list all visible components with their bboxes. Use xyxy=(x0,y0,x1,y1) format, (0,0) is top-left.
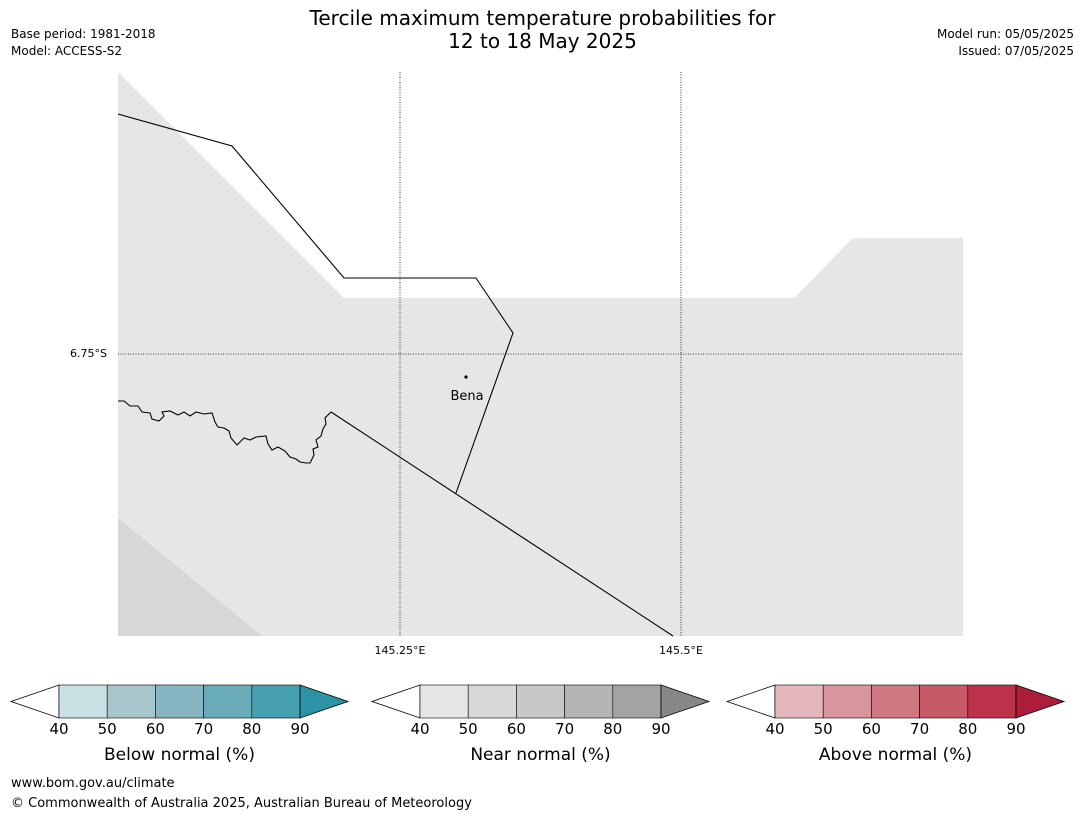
colorbar-1-tick-5: 90 xyxy=(651,720,671,738)
colorbar-0-tick-5: 90 xyxy=(290,720,310,738)
colorbar-0-segment-1 xyxy=(106,684,156,719)
colorbar-1-segment-4 xyxy=(612,684,662,719)
longitude-label-1: 145.25°E xyxy=(374,644,426,657)
meta-left: Base period: 1981-2018 Model: ACCESS-S2 xyxy=(11,26,156,60)
colorbar-1-tick-1: 50 xyxy=(458,720,478,738)
latitude-label: 6.75°S xyxy=(70,347,107,360)
colorbar-2-tick-0: 40 xyxy=(765,720,785,738)
bena-marker xyxy=(464,375,468,379)
colorbar-2-segment-0 xyxy=(774,684,824,719)
colorbar-2-low-extend xyxy=(725,684,776,719)
colorbar-1-tick-0: 40 xyxy=(410,720,430,738)
colorbar-2-tick-2: 60 xyxy=(861,720,881,738)
colorbar-1-segment-0 xyxy=(419,684,469,719)
province-boundary-north xyxy=(117,113,514,494)
meta-right: Model run: 05/05/2025 Issued: 07/05/2025 xyxy=(937,26,1074,60)
colorbar-1-tick-4: 80 xyxy=(603,720,623,738)
colorbar-2-high-extend xyxy=(1015,684,1066,719)
map-title-line2: 12 to 18 May 2025 xyxy=(448,29,637,53)
colorbar-2-segment-1 xyxy=(822,684,872,719)
colorbar-2-segment-3 xyxy=(919,684,969,719)
base-period-text: Base period: 1981-2018 xyxy=(11,27,156,41)
longitude-label-2: 145.5°E xyxy=(659,644,703,657)
colorbar-0-segment-4 xyxy=(251,684,301,719)
colorbar-1-tick-2: 60 xyxy=(506,720,526,738)
map-title: Tercile maximum temperature probabilitie… xyxy=(0,7,1085,53)
colorbar-0-segment-3 xyxy=(203,684,253,719)
colorbar-0-tick-3: 70 xyxy=(194,720,214,738)
colorbar-0-tick-2: 60 xyxy=(145,720,165,738)
colorbar-2-title: Above normal (%) xyxy=(818,745,973,765)
colorbar-1-low-extend xyxy=(370,684,421,719)
website-text: www.bom.gov.au/climate xyxy=(11,776,175,791)
colorbar-0-tick-4: 80 xyxy=(242,720,262,738)
province-boundary-south xyxy=(330,411,674,637)
colorbar-0-tick-1: 50 xyxy=(97,720,117,738)
colorbar-0-low-extend xyxy=(9,684,60,719)
river-boundary xyxy=(118,400,332,464)
model-text: Model: ACCESS-S2 xyxy=(11,44,123,58)
colorbar-2-tick-5: 90 xyxy=(1006,720,1026,738)
colorbar-0-tick-0: 40 xyxy=(49,720,69,738)
model-run-text: Model run: 05/05/2025 xyxy=(936,27,1074,41)
colorbar-0-segment-2 xyxy=(155,684,204,719)
colorbar-2-tick-3: 70 xyxy=(910,720,930,738)
map-title-line1: Tercile maximum temperature probabilitie… xyxy=(309,6,776,30)
colorbar-1-segment-2 xyxy=(516,684,565,719)
colorbar-0-title: Below normal (%) xyxy=(104,745,255,765)
colorbar-1-high-extend xyxy=(660,684,711,719)
colorbar-2-segment-2 xyxy=(871,684,920,719)
colorbar-2-tick-1: 50 xyxy=(813,720,833,738)
colorbar-1-tick-3: 70 xyxy=(555,720,575,738)
colorbar-2-segment-4 xyxy=(967,684,1017,719)
bena-label: Bena xyxy=(450,389,483,404)
colorbar-1-title: Near normal (%) xyxy=(470,745,611,765)
colorbars xyxy=(9,684,1066,719)
colorbar-0-high-extend xyxy=(299,684,350,719)
colorbar-2-tick-4: 80 xyxy=(958,720,978,738)
near-normal-region-dark xyxy=(118,518,262,636)
colorbar-0-segment-0 xyxy=(58,684,108,719)
copyright-text: © Commonwealth of Australia 2025, Austra… xyxy=(11,796,472,811)
colorbar-1-segment-1 xyxy=(467,684,517,719)
issued-text: Issued: 07/05/2025 xyxy=(958,44,1074,58)
colorbar-1-segment-3 xyxy=(564,684,614,719)
